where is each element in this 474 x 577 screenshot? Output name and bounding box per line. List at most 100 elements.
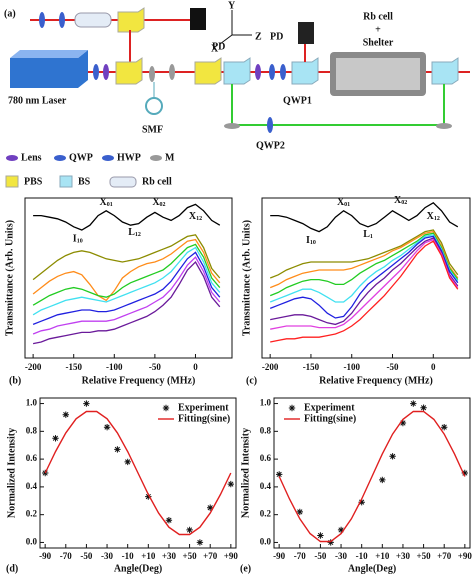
y-axis-label: Normalized Intensity: [240, 428, 251, 518]
annotation-sub: 01: [107, 202, 113, 208]
legend-swatch: [288, 404, 296, 412]
annotation: X12: [427, 211, 440, 222]
legend-icon: [59, 175, 73, 188]
mirror: [149, 66, 155, 82]
legend-icon: [150, 155, 162, 161]
optic: [59, 12, 65, 28]
line: [32, 260, 221, 345]
point: [441, 424, 448, 431]
x-tick-label: -100: [343, 362, 360, 372]
point: [358, 499, 365, 506]
point: [83, 400, 90, 407]
annotation-text: X: [427, 211, 435, 222]
annotation: L12: [128, 227, 141, 238]
annotation: X01: [100, 197, 113, 208]
line: [33, 203, 221, 231]
x-tick-label: -90: [273, 551, 285, 561]
x-tick-label: +90: [458, 551, 473, 561]
panel-label: (e): [240, 563, 251, 574]
line: [270, 238, 459, 330]
legend-icon: [102, 155, 114, 161]
line: [32, 234, 221, 281]
plot-area: [42, 400, 234, 546]
x-tick-label: +10: [375, 551, 390, 561]
annotation-sub: 01: [344, 202, 350, 208]
x-tick-label: -30: [335, 551, 347, 561]
line: [32, 246, 221, 316]
annotation: I10: [306, 235, 316, 246]
legend-icon: [6, 155, 18, 161]
legend-label: QWP: [69, 152, 93, 163]
point: [399, 419, 407, 427]
label: Y: [228, 0, 236, 11]
label: Rb cell: [363, 11, 393, 22]
probe-beam: [231, 84, 445, 126]
point: [461, 469, 468, 477]
x-tick-label: -30: [101, 551, 113, 561]
annotation-sub: 12: [135, 233, 141, 239]
plot-area: [276, 400, 468, 546]
pd: [298, 22, 314, 44]
point: [227, 480, 234, 488]
line: [32, 243, 221, 306]
y-tick-label: 1.0: [260, 398, 272, 408]
annotation-text: X: [394, 195, 402, 206]
x-tick-label: -50: [314, 551, 326, 561]
annotation: X01: [337, 197, 350, 208]
x-tick-label: +10: [141, 551, 156, 561]
annotation: X02: [394, 195, 407, 206]
qwp: [269, 64, 275, 80]
x-tick-label: -10: [356, 551, 368, 561]
line: [32, 238, 221, 302]
point: [165, 517, 173, 524]
x-tick-label: -50: [387, 362, 399, 372]
point: [124, 458, 131, 466]
x-tick-label: -70: [60, 551, 72, 561]
plot-frame: [261, 197, 471, 359]
pbs: [115, 57, 143, 85]
mirror: [436, 123, 452, 129]
line: [269, 230, 459, 289]
y-tick-label: 0.8: [260, 425, 272, 435]
x-tick-label: -10: [122, 551, 134, 561]
x-tick-label: +30: [396, 551, 411, 561]
y-tick-label: 0.0: [260, 537, 272, 547]
y-tick-label: 0.2: [260, 509, 272, 519]
line: [269, 235, 459, 319]
label: +: [375, 24, 381, 35]
fiber: [145, 97, 163, 115]
y-tick-label: 0.6: [26, 453, 38, 463]
point: [62, 411, 69, 418]
label: Shelter: [363, 37, 394, 48]
legend-label: Lens: [21, 152, 42, 163]
point: [420, 404, 427, 411]
point: [276, 471, 283, 478]
line: [269, 234, 459, 303]
optic: [103, 64, 109, 80]
x-tick-label: +70: [203, 551, 218, 561]
x-tick-label: -150: [65, 362, 82, 372]
rb-cell-icon: [74, 12, 112, 28]
hwp: [280, 64, 286, 80]
x-tick-label: +30: [162, 551, 177, 561]
y-axis-label: Transmittance (Arb. Units): [241, 220, 252, 336]
optic: [93, 64, 99, 80]
legend-swatch: [162, 404, 170, 412]
pbs: [117, 7, 145, 33]
annotation-sub: 10: [310, 241, 316, 247]
axis: [219, 34, 233, 45]
bs: [431, 57, 459, 85]
legend-icon: [5, 175, 19, 188]
annotation: X02: [152, 197, 165, 208]
annotation-text: I: [73, 234, 77, 245]
x-tick-label: +70: [437, 551, 452, 561]
point: [114, 446, 121, 453]
point: [379, 476, 386, 484]
y-tick-label: 0.2: [26, 509, 38, 519]
lens: [255, 64, 261, 80]
annotation-sub: 1: [370, 234, 373, 240]
chart: 0.0 0.2 0.4 0.6 0.8 1.0 ExperimentFitting(sine…: [6, 397, 238, 574]
